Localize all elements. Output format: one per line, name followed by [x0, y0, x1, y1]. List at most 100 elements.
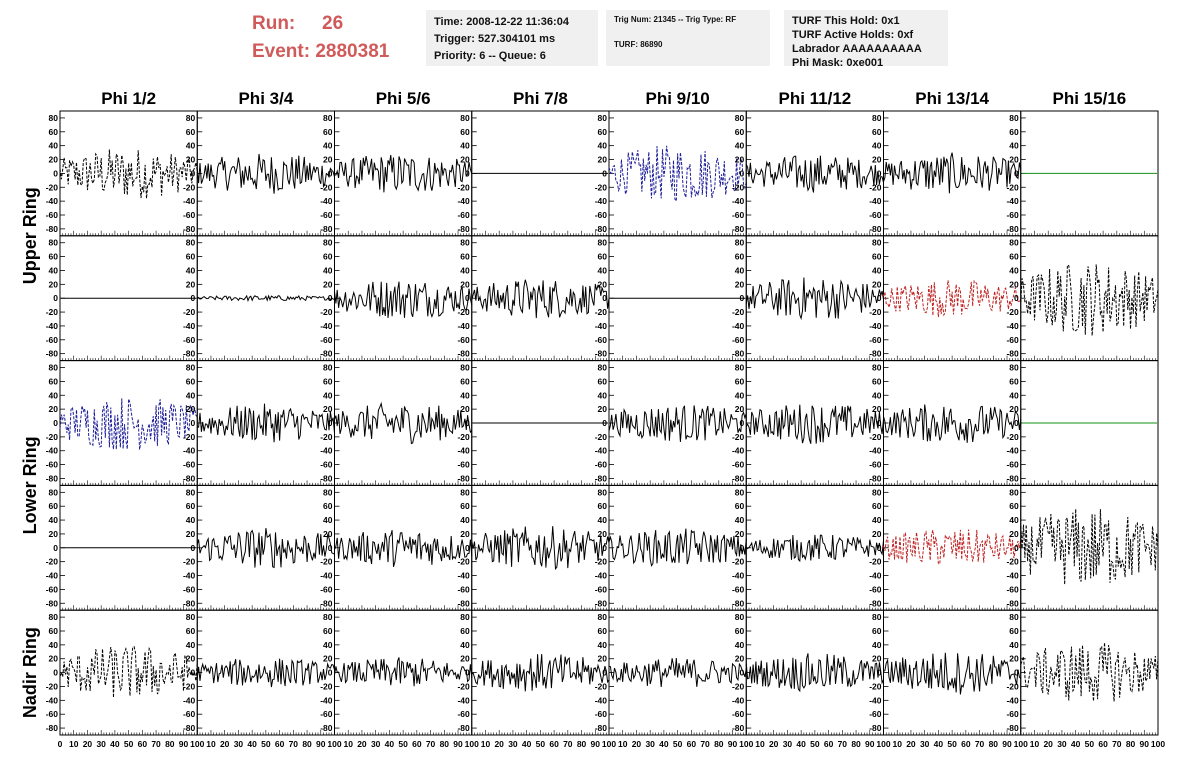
waveform-series — [745, 653, 884, 693]
y-tick-label: -60 — [320, 210, 333, 220]
time-info-box: Time: 2008-12-22 11:36:04 Trigger: 527.3… — [426, 10, 598, 66]
x-tick-label: 30 — [783, 739, 793, 749]
waveform-series — [883, 152, 1022, 194]
x-tick-label: 90 — [728, 739, 738, 749]
y-tick-label: 20 — [49, 404, 59, 414]
waveform-series — [883, 404, 1022, 443]
waveform-series — [608, 528, 747, 567]
y-tick-label: -80 — [320, 349, 333, 359]
panel-frame — [196, 360, 335, 486]
waveform-series — [334, 401, 473, 445]
y-tick-label: -40 — [595, 695, 608, 705]
y-tick-label: -20 — [732, 432, 745, 442]
y-tick-label: 80 — [186, 238, 196, 248]
y-tick-label: -80 — [320, 473, 333, 483]
y-tick-label: 60 — [735, 252, 745, 262]
y-tick-label: 60 — [1009, 252, 1019, 262]
trigger-text: Trigger: 527.304101 ms — [434, 33, 556, 45]
x-tick-label: 40 — [247, 739, 257, 749]
y-tick-label: 20 — [872, 529, 882, 539]
y-tick-label: -60 — [595, 210, 608, 220]
x-tick-label: 70 — [151, 739, 161, 749]
y-tick-label: 0 — [53, 168, 58, 178]
y-tick-label: 80 — [460, 363, 470, 373]
y-tick-label: -40 — [869, 695, 882, 705]
waveform-series — [1020, 264, 1159, 336]
y-tick-label: -60 — [457, 584, 470, 594]
column-header: Phi 15/16 — [1053, 89, 1127, 108]
y-tick-label: -80 — [457, 723, 470, 733]
y-tick-label: -60 — [46, 584, 59, 594]
y-tick-label: 60 — [735, 376, 745, 386]
waveform-series — [59, 149, 198, 199]
y-tick-label: 60 — [598, 626, 608, 636]
y-tick-label: -80 — [457, 473, 470, 483]
y-tick-label: 80 — [49, 363, 59, 373]
y-tick-label: 20 — [1009, 529, 1019, 539]
y-tick-label: -60 — [183, 584, 196, 594]
y-tick-label: 40 — [872, 390, 882, 400]
x-tick-label: 40 — [659, 739, 669, 749]
y-tick-label: -60 — [732, 460, 745, 470]
x-tick-label: 50 — [947, 739, 957, 749]
x-tick-label: 10 — [206, 739, 216, 749]
y-tick-label: -20 — [1006, 557, 1019, 567]
run-line: Run: 26 — [252, 10, 389, 38]
y-tick-label: 60 — [186, 127, 196, 137]
y-tick-label: -80 — [46, 349, 59, 359]
y-tick-label: 60 — [872, 252, 882, 262]
y-tick-label: 40 — [735, 265, 745, 275]
y-tick-label: 80 — [735, 363, 745, 373]
y-tick-label: -80 — [183, 349, 196, 359]
y-tick-label: -60 — [1006, 210, 1019, 220]
y-tick-label: -40 — [457, 446, 470, 456]
y-tick-label: 20 — [460, 654, 470, 664]
x-tick-label: 30 — [371, 739, 381, 749]
y-tick-label: 80 — [735, 487, 745, 497]
y-tick-label: 40 — [1009, 640, 1019, 650]
trig-num-text: Trig Num: 21345 -- Trig Type: RF — [614, 15, 737, 24]
waveform-series — [334, 657, 473, 687]
y-tick-label: 80 — [460, 487, 470, 497]
x-tick-label: 70 — [289, 739, 299, 749]
x-tick-label: 20 — [494, 739, 504, 749]
y-tick-label: -20 — [183, 307, 196, 317]
y-tick-label: 20 — [735, 279, 745, 289]
y-tick-label: 20 — [49, 529, 59, 539]
y-tick-label: -40 — [869, 196, 882, 206]
y-tick-label: -60 — [183, 460, 196, 470]
y-tick-label: -20 — [1006, 681, 1019, 691]
y-tick-label: -20 — [732, 557, 745, 567]
y-tick-label: 0 — [328, 418, 333, 428]
x-tick-label: 10 — [481, 739, 491, 749]
y-tick-label: -80 — [183, 723, 196, 733]
y-tick-label: 60 — [49, 376, 59, 386]
x-tick-label: 70 — [563, 739, 573, 749]
x-tick-label: 90 — [1140, 739, 1150, 749]
y-tick-label: 0 — [1014, 543, 1019, 553]
y-tick-label: -20 — [595, 307, 608, 317]
y-tick-label: 60 — [460, 376, 470, 386]
y-tick-label: -80 — [46, 224, 59, 234]
x-tick-label: 100 — [465, 739, 479, 749]
y-tick-label: 0 — [328, 293, 333, 303]
y-tick-label: 40 — [872, 265, 882, 275]
y-tick-label: -40 — [869, 321, 882, 331]
y-tick-label: -40 — [732, 446, 745, 456]
x-tick-label: 60 — [961, 739, 971, 749]
waveform-series — [1020, 642, 1159, 702]
y-tick-label: -40 — [183, 571, 196, 581]
y-tick-label: -40 — [869, 571, 882, 581]
y-tick-label: -20 — [320, 681, 333, 691]
x-tick-label: 40 — [522, 739, 532, 749]
y-tick-label: -80 — [595, 349, 608, 359]
y-tick-label: -20 — [457, 182, 470, 192]
y-tick-label: 40 — [186, 640, 196, 650]
y-tick-label: -60 — [1006, 709, 1019, 719]
x-tick-label: 50 — [398, 739, 408, 749]
x-tick-label: 80 — [989, 739, 999, 749]
y-tick-label: 80 — [323, 612, 333, 622]
y-tick-label: -20 — [457, 557, 470, 567]
y-tick-label: 40 — [49, 515, 59, 525]
event-value: 2880381 — [315, 41, 390, 62]
